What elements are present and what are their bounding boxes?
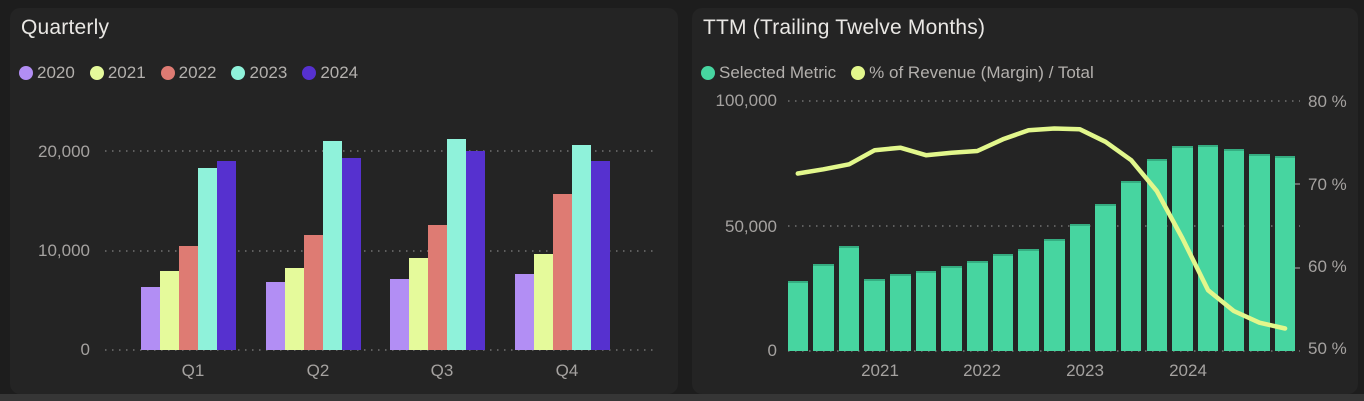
- ttm-ytick-60pct: 60 %: [1308, 257, 1347, 276]
- quarterly-bar-2022-Q4[interactable]: [552, 194, 572, 350]
- ttm-bar-13[interactable]: [1095, 203, 1116, 351]
- quarterly-bar-2020-Q1[interactable]: [140, 287, 160, 350]
- ttm-bar-3[interactable]: [838, 246, 860, 351]
- quarterly-legend: 2020 2021 2022 2023 2024: [19, 63, 358, 83]
- ttm-bar-15[interactable]: [1146, 158, 1168, 351]
- ttm-bar-16[interactable]: [1172, 146, 1193, 351]
- quarterly-xtick-q4: Q4: [555, 361, 579, 380]
- ttm-ytick-50pct: 50 %: [1308, 339, 1347, 358]
- ttm-xtick-2021: 2021: [861, 361, 899, 380]
- legend-item-2020[interactable]: 2020: [19, 63, 75, 83]
- legend-label-2021: 2021: [107, 63, 146, 82]
- ttm-bar-9[interactable]: [992, 253, 1014, 351]
- quarterly-bar-2023-Q1[interactable]: [197, 168, 217, 350]
- legend-swatch-margin-icon: [851, 66, 866, 80]
- ttm-bar-4[interactable]: [864, 278, 885, 351]
- ttm-right-tick-70: [1295, 183, 1300, 186]
- legend-swatch-2022-icon: [160, 66, 175, 80]
- ttm-bar-14[interactable]: [1120, 181, 1142, 351]
- ttm-ytick-80pct: 80 %: [1308, 92, 1347, 111]
- ttm-ytick-0: 0: [767, 341, 777, 360]
- quarterly-bar-2020-Q3[interactable]: [390, 278, 409, 350]
- ttm-ytick-100000: 100,000: [715, 91, 777, 110]
- ttm-legend: Selected Metric % of Revenue (Margin) / …: [701, 63, 1094, 83]
- legend-label-margin: % of Revenue (Margin) / Total: [869, 63, 1094, 82]
- quarterly-bar-2022-Q3[interactable]: [428, 224, 447, 350]
- ttm-bar-10[interactable]: [1018, 248, 1039, 351]
- quarterly-bar-2024-Q2[interactable]: [341, 158, 361, 350]
- legend-swatch-2020-icon: [19, 66, 33, 80]
- ttm-bar-7[interactable]: [941, 266, 962, 351]
- legend-swatch-2021-icon: [89, 66, 104, 80]
- quarterly-bar-2024-Q1[interactable]: [216, 161, 236, 350]
- quarterly-gridline-10000: [105, 249, 658, 252]
- legend-item-2022[interactable]: 2022: [160, 63, 217, 83]
- ttm-panel: TTM (Trailing Twelve Months) Selected Me…: [692, 8, 1358, 394]
- ttm-right-tick-60: [1295, 266, 1300, 269]
- ttm-ytick-50000: 50,000: [725, 217, 777, 236]
- ttm-bar-2[interactable]: [813, 263, 834, 351]
- ttm-bar-18[interactable]: [1223, 148, 1245, 351]
- legend-label-2023: 2023: [249, 63, 288, 82]
- ttm-bar-11[interactable]: [1044, 238, 1065, 351]
- quarterly-ytick-10000: 10,000: [38, 241, 90, 260]
- ttm-bar-8[interactable]: [967, 261, 988, 351]
- quarterly-xtick-q1: Q1: [181, 361, 205, 380]
- legend-item-2024[interactable]: 2024: [302, 63, 358, 83]
- legend-item-selected-metric[interactable]: Selected Metric: [701, 63, 836, 83]
- quarterly-ytick-20000: 20,000: [38, 142, 90, 161]
- legend-label-2024: 2024: [320, 63, 359, 82]
- quarterly-bar-2021-Q2[interactable]: [284, 267, 304, 350]
- ttm-bar-20[interactable]: [1274, 156, 1296, 351]
- legend-label-2020: 2020: [37, 63, 75, 82]
- bottom-strip: [0, 394, 1364, 401]
- legend-swatch-2024-icon: [302, 66, 317, 80]
- ttm-xtick-2022: 2022: [963, 361, 1001, 380]
- legend-swatch-selected-metric-icon: [701, 66, 715, 80]
- quarterly-bar-2022-Q1[interactable]: [178, 245, 198, 350]
- quarterly-bar-2021-Q1[interactable]: [159, 270, 179, 350]
- legend-item-margin[interactable]: % of Revenue (Margin) / Total: [851, 63, 1094, 83]
- quarterly-xtick-q2: Q2: [306, 361, 330, 380]
- legend-item-2023[interactable]: 2023: [231, 63, 287, 83]
- legend-label-selected-metric: Selected Metric: [719, 63, 837, 82]
- quarterly-title: Quarterly: [21, 16, 110, 39]
- ttm-bar-5[interactable]: [890, 273, 911, 351]
- quarterly-gridline-20000: [105, 150, 658, 153]
- ttm-ytick-70pct: 70 %: [1308, 175, 1347, 194]
- quarterly-bar-2024-Q4[interactable]: [590, 161, 610, 350]
- ttm-title: TTM (Trailing Twelve Months): [703, 16, 986, 39]
- legend-item-2021[interactable]: 2021: [89, 63, 146, 83]
- quarterly-panel: Quarterly 2020 2021 2022 2023 2024 20,00…: [10, 8, 678, 394]
- quarterly-bar-2022-Q2[interactable]: [303, 234, 323, 350]
- quarterly-bar-2023-Q3[interactable]: [447, 139, 466, 350]
- ttm-gridline-0: [788, 350, 1300, 352]
- ttm-bar-12[interactable]: [1069, 223, 1091, 351]
- ttm-bar-6[interactable]: [915, 271, 937, 351]
- quarterly-bar-2023-Q4[interactable]: [571, 145, 591, 350]
- quarterly-bar-2024-Q3[interactable]: [466, 151, 485, 350]
- quarterly-bar-2023-Q2[interactable]: [322, 141, 342, 350]
- quarterly-gridline-0: [105, 349, 658, 351]
- quarterly-bar-2020-Q4[interactable]: [514, 273, 534, 350]
- ttm-xtick-2024: 2024: [1169, 361, 1207, 380]
- legend-label-2022: 2022: [178, 63, 217, 82]
- quarterly-bar-2020-Q2[interactable]: [265, 282, 285, 350]
- ttm-xtick-2023: 2023: [1066, 361, 1104, 380]
- quarterly-xtick-q3: Q3: [430, 361, 454, 380]
- quarterly-ytick-0: 0: [80, 340, 90, 359]
- legend-swatch-2023-icon: [231, 66, 246, 80]
- quarterly-bar-2021-Q4[interactable]: [533, 253, 553, 350]
- ttm-gridline-100000: [788, 100, 1300, 102]
- ttm-bar-17[interactable]: [1197, 144, 1219, 351]
- quarterly-bar-2021-Q3[interactable]: [409, 257, 428, 350]
- ttm-bar-1[interactable]: [787, 281, 808, 351]
- ttm-bar-19[interactable]: [1249, 153, 1270, 351]
